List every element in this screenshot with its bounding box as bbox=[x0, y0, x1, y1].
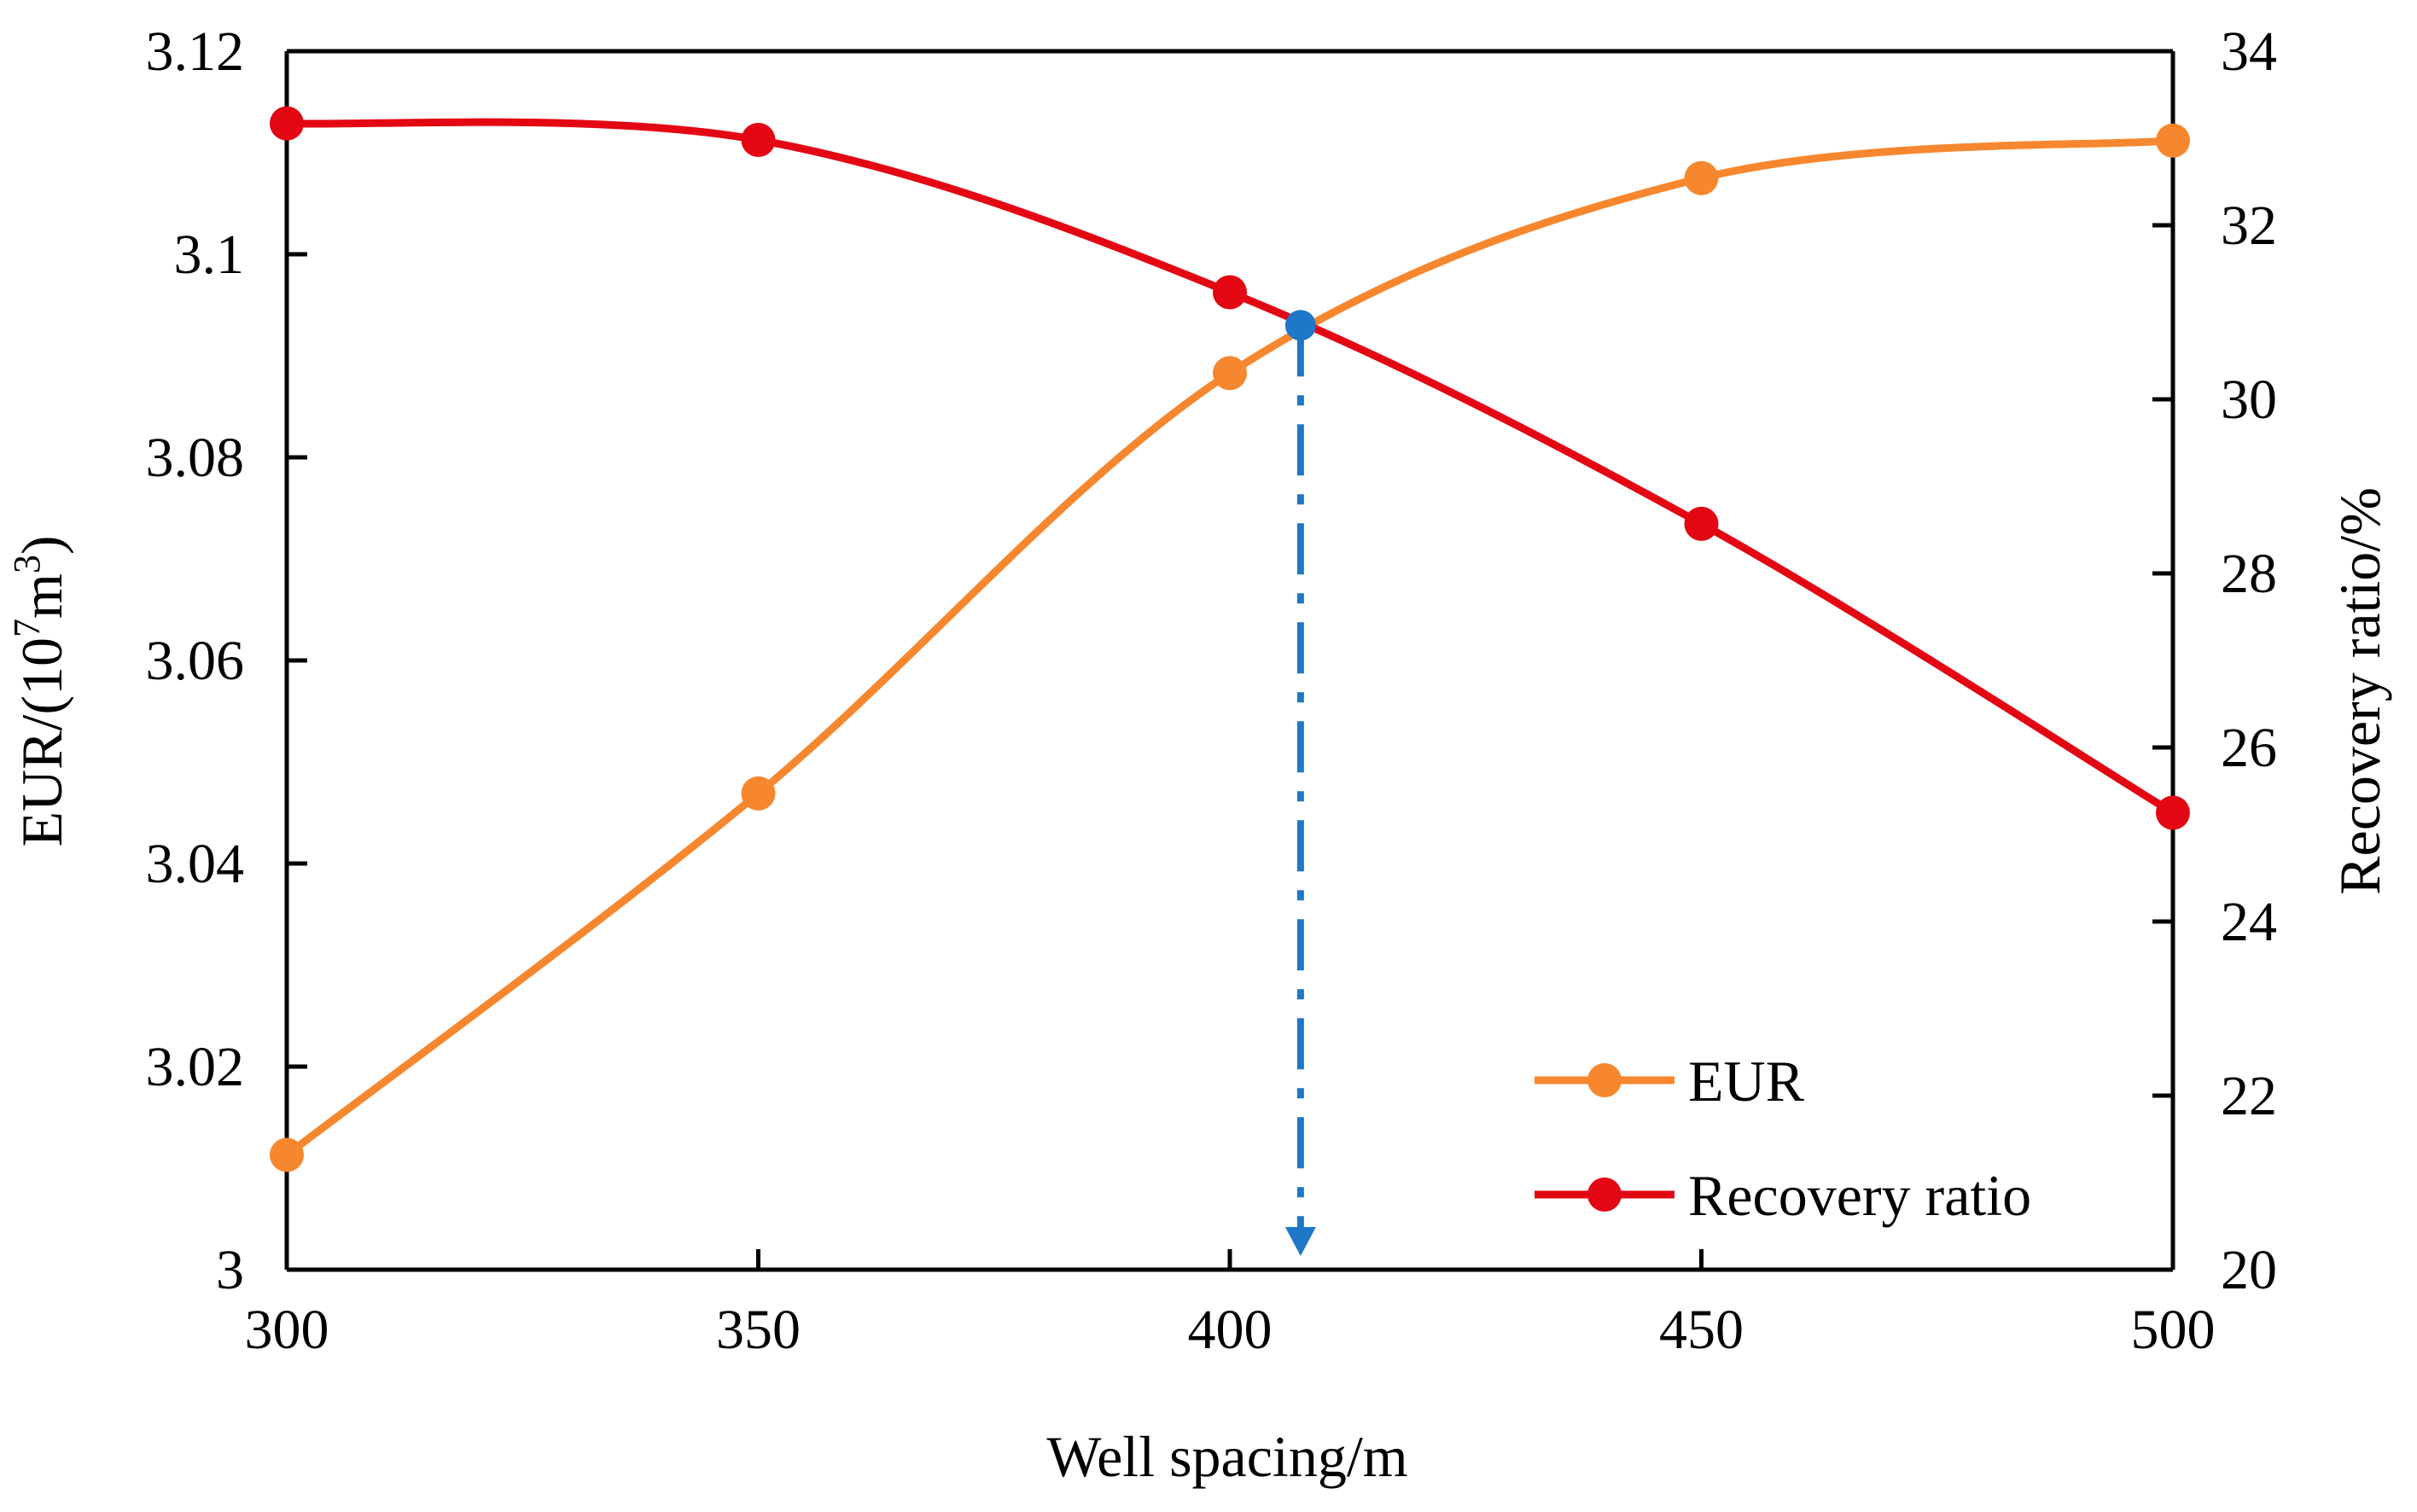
x-tick-label: 300 bbox=[245, 1299, 329, 1361]
data-point-eur bbox=[2156, 123, 2190, 158]
intersection-guide bbox=[1284, 310, 1316, 1256]
y-right-tick-label: 32 bbox=[2221, 195, 2277, 257]
x-tick-label: 450 bbox=[1659, 1299, 1744, 1361]
data-point-recovery-ratio bbox=[741, 123, 776, 158]
data-point-eur bbox=[1684, 160, 1719, 195]
series-line-eur bbox=[284, 137, 2174, 1159]
y-right-tick-label: 34 bbox=[2221, 20, 2277, 83]
y-left-tick-label: 3.1 bbox=[174, 224, 245, 286]
intersection-arrowhead bbox=[1284, 1227, 1316, 1256]
y-left-tick-label: 3 bbox=[216, 1239, 244, 1301]
y-right-tick-label: 20 bbox=[2221, 1239, 2277, 1301]
x-tick-label: 500 bbox=[2131, 1299, 2216, 1361]
y-left-tick-label: 3.08 bbox=[146, 427, 245, 489]
y-axis-title-left: EUR/(107m3) bbox=[6, 535, 74, 846]
y-right-tick-label: 30 bbox=[2221, 369, 2277, 431]
series-points bbox=[270, 106, 2190, 1172]
legend-label-eur: EUR bbox=[1688, 1049, 1805, 1114]
data-point-eur bbox=[1213, 356, 1247, 391]
data-point-recovery-ratio bbox=[1684, 506, 1719, 541]
y-right-tick-label: 22 bbox=[2221, 1065, 2277, 1127]
x-tick-label: 400 bbox=[1188, 1299, 1273, 1361]
series-line-recovery-ratio bbox=[286, 118, 2175, 817]
axis-ticks bbox=[284, 49, 2175, 1272]
intersection-point bbox=[1284, 310, 1316, 341]
data-point-recovery-ratio bbox=[270, 106, 304, 141]
y-left-tick-label: 3.06 bbox=[146, 630, 245, 692]
y-right-tick-label: 28 bbox=[2221, 543, 2277, 605]
data-point-recovery-ratio bbox=[2156, 795, 2190, 830]
legend-label-recovery-ratio: Recovery ratio bbox=[1688, 1163, 2031, 1228]
y-right-tick-label: 26 bbox=[2221, 717, 2277, 779]
plot-frame bbox=[284, 49, 2175, 1272]
x-tick-label: 350 bbox=[716, 1299, 801, 1361]
y-axis-title-left-sup: 7 bbox=[6, 619, 48, 637]
y-right-tick-label: 24 bbox=[2221, 891, 2277, 953]
y-axis-title-right: Recovery ratio/% bbox=[2327, 487, 2392, 895]
legend-marker-eur bbox=[1587, 1063, 1622, 1097]
data-point-eur bbox=[741, 776, 776, 811]
legend: EUR Recovery ratio bbox=[1535, 1049, 2031, 1228]
y-left-tick-label: 3.02 bbox=[146, 1036, 245, 1098]
y-left-tick-label: 3.12 bbox=[146, 20, 245, 83]
data-point-recovery-ratio bbox=[1213, 275, 1247, 310]
legend-marker-recovery-ratio bbox=[1587, 1178, 1622, 1212]
x-axis-title: Well spacing/m bbox=[1046, 1424, 1407, 1489]
data-point-eur bbox=[270, 1137, 304, 1172]
axis-labels: 300 350 400 450 500 3 3.02 3.04 3.06 3.08 3.1 3.12 2… bbox=[146, 20, 2278, 1361]
y-left-tick-label: 3.04 bbox=[146, 833, 245, 895]
